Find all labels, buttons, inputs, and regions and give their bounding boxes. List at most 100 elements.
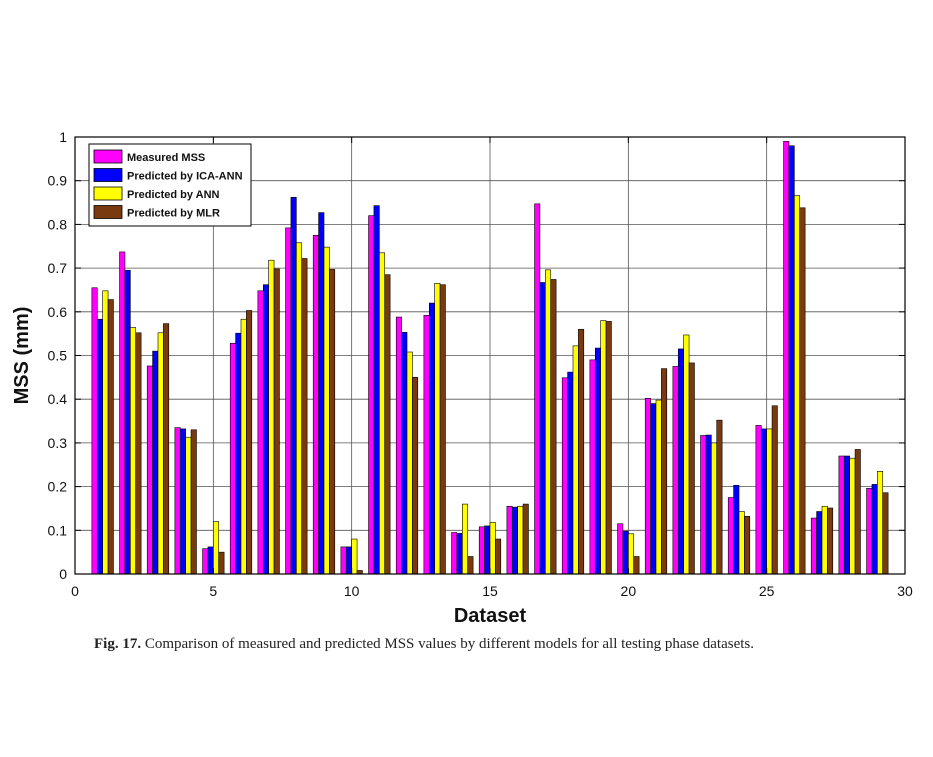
bar-measured-mss-18 <box>561 377 568 575</box>
bar-predicted-by-mlr-28 <box>854 449 861 575</box>
y-tick-label: 0.8 <box>48 216 68 232</box>
bar-predicted-by-ann-4 <box>185 436 192 575</box>
bar-predicted-by-mlr-12 <box>412 377 419 575</box>
bar-measured-mss-16 <box>506 505 513 575</box>
y-axis-title: MSS (mm) <box>11 307 33 405</box>
bar-predicted-by-ica-ann-20 <box>622 530 629 575</box>
bar-predicted-by-ica-ann-14 <box>456 533 463 575</box>
bar-predicted-by-mlr-6 <box>246 310 253 575</box>
bar-predicted-by-mlr-20 <box>633 556 640 575</box>
x-tick-label: 10 <box>344 583 360 599</box>
bar-predicted-by-ann-29 <box>877 471 884 575</box>
bar-measured-mss-10 <box>340 546 347 575</box>
bar-predicted-by-ann-21 <box>655 399 662 575</box>
bar-predicted-by-ann-9 <box>323 246 330 575</box>
bar-measured-mss-14 <box>451 532 458 575</box>
bars <box>91 141 889 575</box>
bar-predicted-by-ann-8 <box>296 242 303 575</box>
legend-label: Predicted by ICA-ANN <box>127 171 243 183</box>
bar-predicted-by-mlr-25 <box>771 405 778 575</box>
bar-measured-mss-7 <box>257 290 264 575</box>
bar-measured-mss-3 <box>146 365 153 575</box>
bar-predicted-by-mlr-4 <box>190 429 197 575</box>
x-tick-label: 5 <box>209 583 217 599</box>
bar-predicted-by-mlr-11 <box>384 274 391 575</box>
bar-predicted-by-ica-ann-3 <box>152 350 159 575</box>
bar-predicted-by-mlr-14 <box>467 556 474 575</box>
bar-measured-mss-23 <box>700 435 707 575</box>
y-tick-label: 0 <box>59 566 67 582</box>
bar-predicted-by-mlr-17 <box>550 279 557 575</box>
legend: Measured MSS Predicted by ICA-ANN Predicte… <box>88 143 252 227</box>
bar-predicted-by-mlr-16 <box>522 503 529 575</box>
axis-ticks: 00.10.20.30.40.50.60.70.80.910 5 10 15 20 25 3… <box>48 129 913 599</box>
figure-caption: Fig. 17. Comparison of measured and pred… <box>94 636 914 653</box>
bar-measured-mss-22 <box>672 366 679 575</box>
bar-predicted-by-ann-5 <box>213 521 220 575</box>
bar-measured-mss-25 <box>755 425 762 575</box>
bar-predicted-by-mlr-21 <box>661 368 668 575</box>
caption-label: Fig. 17. <box>94 636 142 652</box>
bar-predicted-by-mlr-9 <box>329 269 336 575</box>
bar-predicted-by-ann-22 <box>683 334 690 575</box>
bar-predicted-by-ica-ann-10 <box>345 546 352 575</box>
bar-measured-mss-27 <box>810 517 817 575</box>
bar-measured-mss-1 <box>91 287 98 575</box>
bar-predicted-by-ann-13 <box>434 283 441 575</box>
bar-measured-mss-8 <box>285 227 292 575</box>
x-tick-label: 15 <box>482 583 498 599</box>
bar-predicted-by-mlr-22 <box>688 362 695 575</box>
x-tick-label: 0 <box>71 583 79 599</box>
bar-measured-mss-28 <box>838 455 845 575</box>
x-tick-label: 30 <box>897 583 913 599</box>
bar-predicted-by-ann-3 <box>157 332 164 575</box>
y-tick-label: 0.5 <box>48 348 68 364</box>
bar-predicted-by-ann-7 <box>268 259 275 575</box>
y-tick-label: 0.6 <box>48 304 68 320</box>
bar-predicted-by-ica-ann-17 <box>539 282 546 575</box>
bar-measured-mss-24 <box>727 497 734 575</box>
bar-predicted-by-ann-27 <box>821 505 828 575</box>
legend-swatch <box>93 186 123 201</box>
bar-predicted-by-ica-ann-16 <box>511 506 518 575</box>
bar-predicted-by-ica-ann-24 <box>733 484 740 575</box>
bar-measured-mss-21 <box>644 398 651 575</box>
bar-predicted-by-ica-ann-12 <box>401 332 408 575</box>
bar-predicted-by-ann-12 <box>406 351 413 575</box>
bar-predicted-by-mlr-1 <box>107 299 114 575</box>
bar-predicted-by-ann-26 <box>794 195 801 575</box>
y-tick-label: 0.1 <box>48 522 68 538</box>
y-tick-label: 1 <box>59 129 67 145</box>
y-tick-label: 0.7 <box>48 260 68 276</box>
bar-predicted-by-mlr-19 <box>605 321 612 575</box>
bar-predicted-by-mlr-13 <box>439 284 446 575</box>
bar-predicted-by-ann-6 <box>240 318 247 575</box>
bar-measured-mss-19 <box>589 359 596 575</box>
bar-predicted-by-ann-24 <box>738 511 745 575</box>
legend-label: Measured MSS <box>127 152 205 164</box>
bar-predicted-by-ica-ann-1 <box>96 318 103 575</box>
bar-measured-mss-17 <box>534 203 541 575</box>
bar-measured-mss-2 <box>119 251 126 575</box>
bar-measured-mss-13 <box>423 314 430 575</box>
bar-predicted-by-ica-ann-6 <box>235 332 242 575</box>
caption-text: Comparison of measured and predicted MSS… <box>141 636 755 652</box>
bar-predicted-by-ica-ann-11 <box>373 205 380 575</box>
legend-swatch <box>93 149 123 164</box>
x-tick-label: 25 <box>759 583 775 599</box>
bar-predicted-by-ica-ann-13 <box>428 302 435 575</box>
bar-predicted-by-ica-ann-2 <box>124 269 131 575</box>
bar-predicted-by-ann-15 <box>489 522 496 575</box>
bar-predicted-by-mlr-26 <box>799 207 806 575</box>
bar-predicted-by-ann-16 <box>517 505 524 575</box>
bar-predicted-by-ica-ann-23 <box>705 434 712 575</box>
bar-measured-mss-12 <box>395 316 402 575</box>
bar-measured-mss-5 <box>202 548 209 575</box>
bar-predicted-by-mlr-18 <box>578 328 585 575</box>
legend-label: Predicted by MLR <box>127 208 220 220</box>
y-tick-label: 0.9 <box>48 173 68 189</box>
bar-predicted-by-ann-23 <box>711 442 718 575</box>
x-axis-title: Dataset <box>454 605 527 627</box>
y-tick-label: 0.3 <box>48 435 68 451</box>
